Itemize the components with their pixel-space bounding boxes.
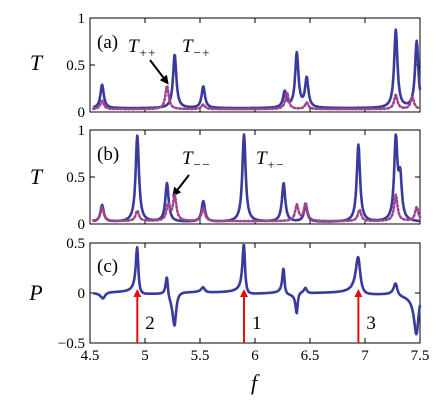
annotation-t-plusplus: T++ — [128, 36, 156, 60]
annotation-t-minusplus: T−+ — [182, 36, 210, 60]
annotation-t-plusplus-arrow — [149, 59, 169, 85]
panel-b-ylabel: T — [30, 164, 44, 189]
panel-a-frame — [89, 17, 421, 113]
series-line-a-1 — [92, 84, 422, 111]
panel-c-ylabel: P — [28, 280, 42, 305]
marker-label-0: 2 — [145, 313, 155, 334]
series-line-c-0 — [92, 243, 422, 336]
ytick-label-c-2: 0.5 — [66, 236, 85, 252]
annotation-t-plusminus: T+− — [256, 148, 284, 172]
chart-marks: 0 0.5 1 0 0.5 1 −0.5 0 0.5 4.5 5 5.5 6 6.5 7 7.5 2 1 3 — [58, 11, 430, 364]
panel-a-ylabel: T — [30, 50, 44, 75]
xtick-label-2: 5.5 — [191, 348, 210, 364]
ytick-label-a-2: 1 — [78, 11, 86, 27]
annotation-t-minusminus: T−− — [182, 148, 210, 172]
ytick-label-a-1: 0.5 — [66, 58, 85, 74]
panel-a-label: (a) — [97, 32, 118, 53]
panel-b-label: (b) — [97, 144, 119, 165]
x-axis-label: f — [251, 370, 260, 395]
ytick-label-b-2: 1 — [78, 123, 86, 139]
ytick-label-c-0: −0.5 — [58, 336, 85, 352]
xtick-label-1: 5 — [141, 348, 149, 364]
ytick-label-c-1: 0 — [78, 286, 86, 302]
marker-label-2: 3 — [366, 313, 376, 334]
ytick-label-a-0: 0 — [78, 105, 86, 121]
marker-label-1: 1 — [252, 313, 262, 334]
xtick-label-5: 7 — [361, 348, 369, 364]
xtick-label-6: 7.5 — [411, 348, 430, 364]
ytick-label-b-1: 0.5 — [66, 170, 85, 186]
panel-c-label: (c) — [97, 256, 118, 277]
series-line-a-0 — [92, 28, 422, 110]
xtick-label-0: 4.5 — [81, 348, 100, 364]
xtick-label-3: 6 — [251, 348, 259, 364]
series-line-b-1 — [92, 193, 422, 223]
ytick-label-b-0: 0 — [78, 217, 86, 233]
annotation-t-minusminus-arrow — [172, 174, 190, 197]
series-line-b-0 — [92, 133, 421, 223]
xtick-label-4: 6.5 — [301, 348, 320, 364]
